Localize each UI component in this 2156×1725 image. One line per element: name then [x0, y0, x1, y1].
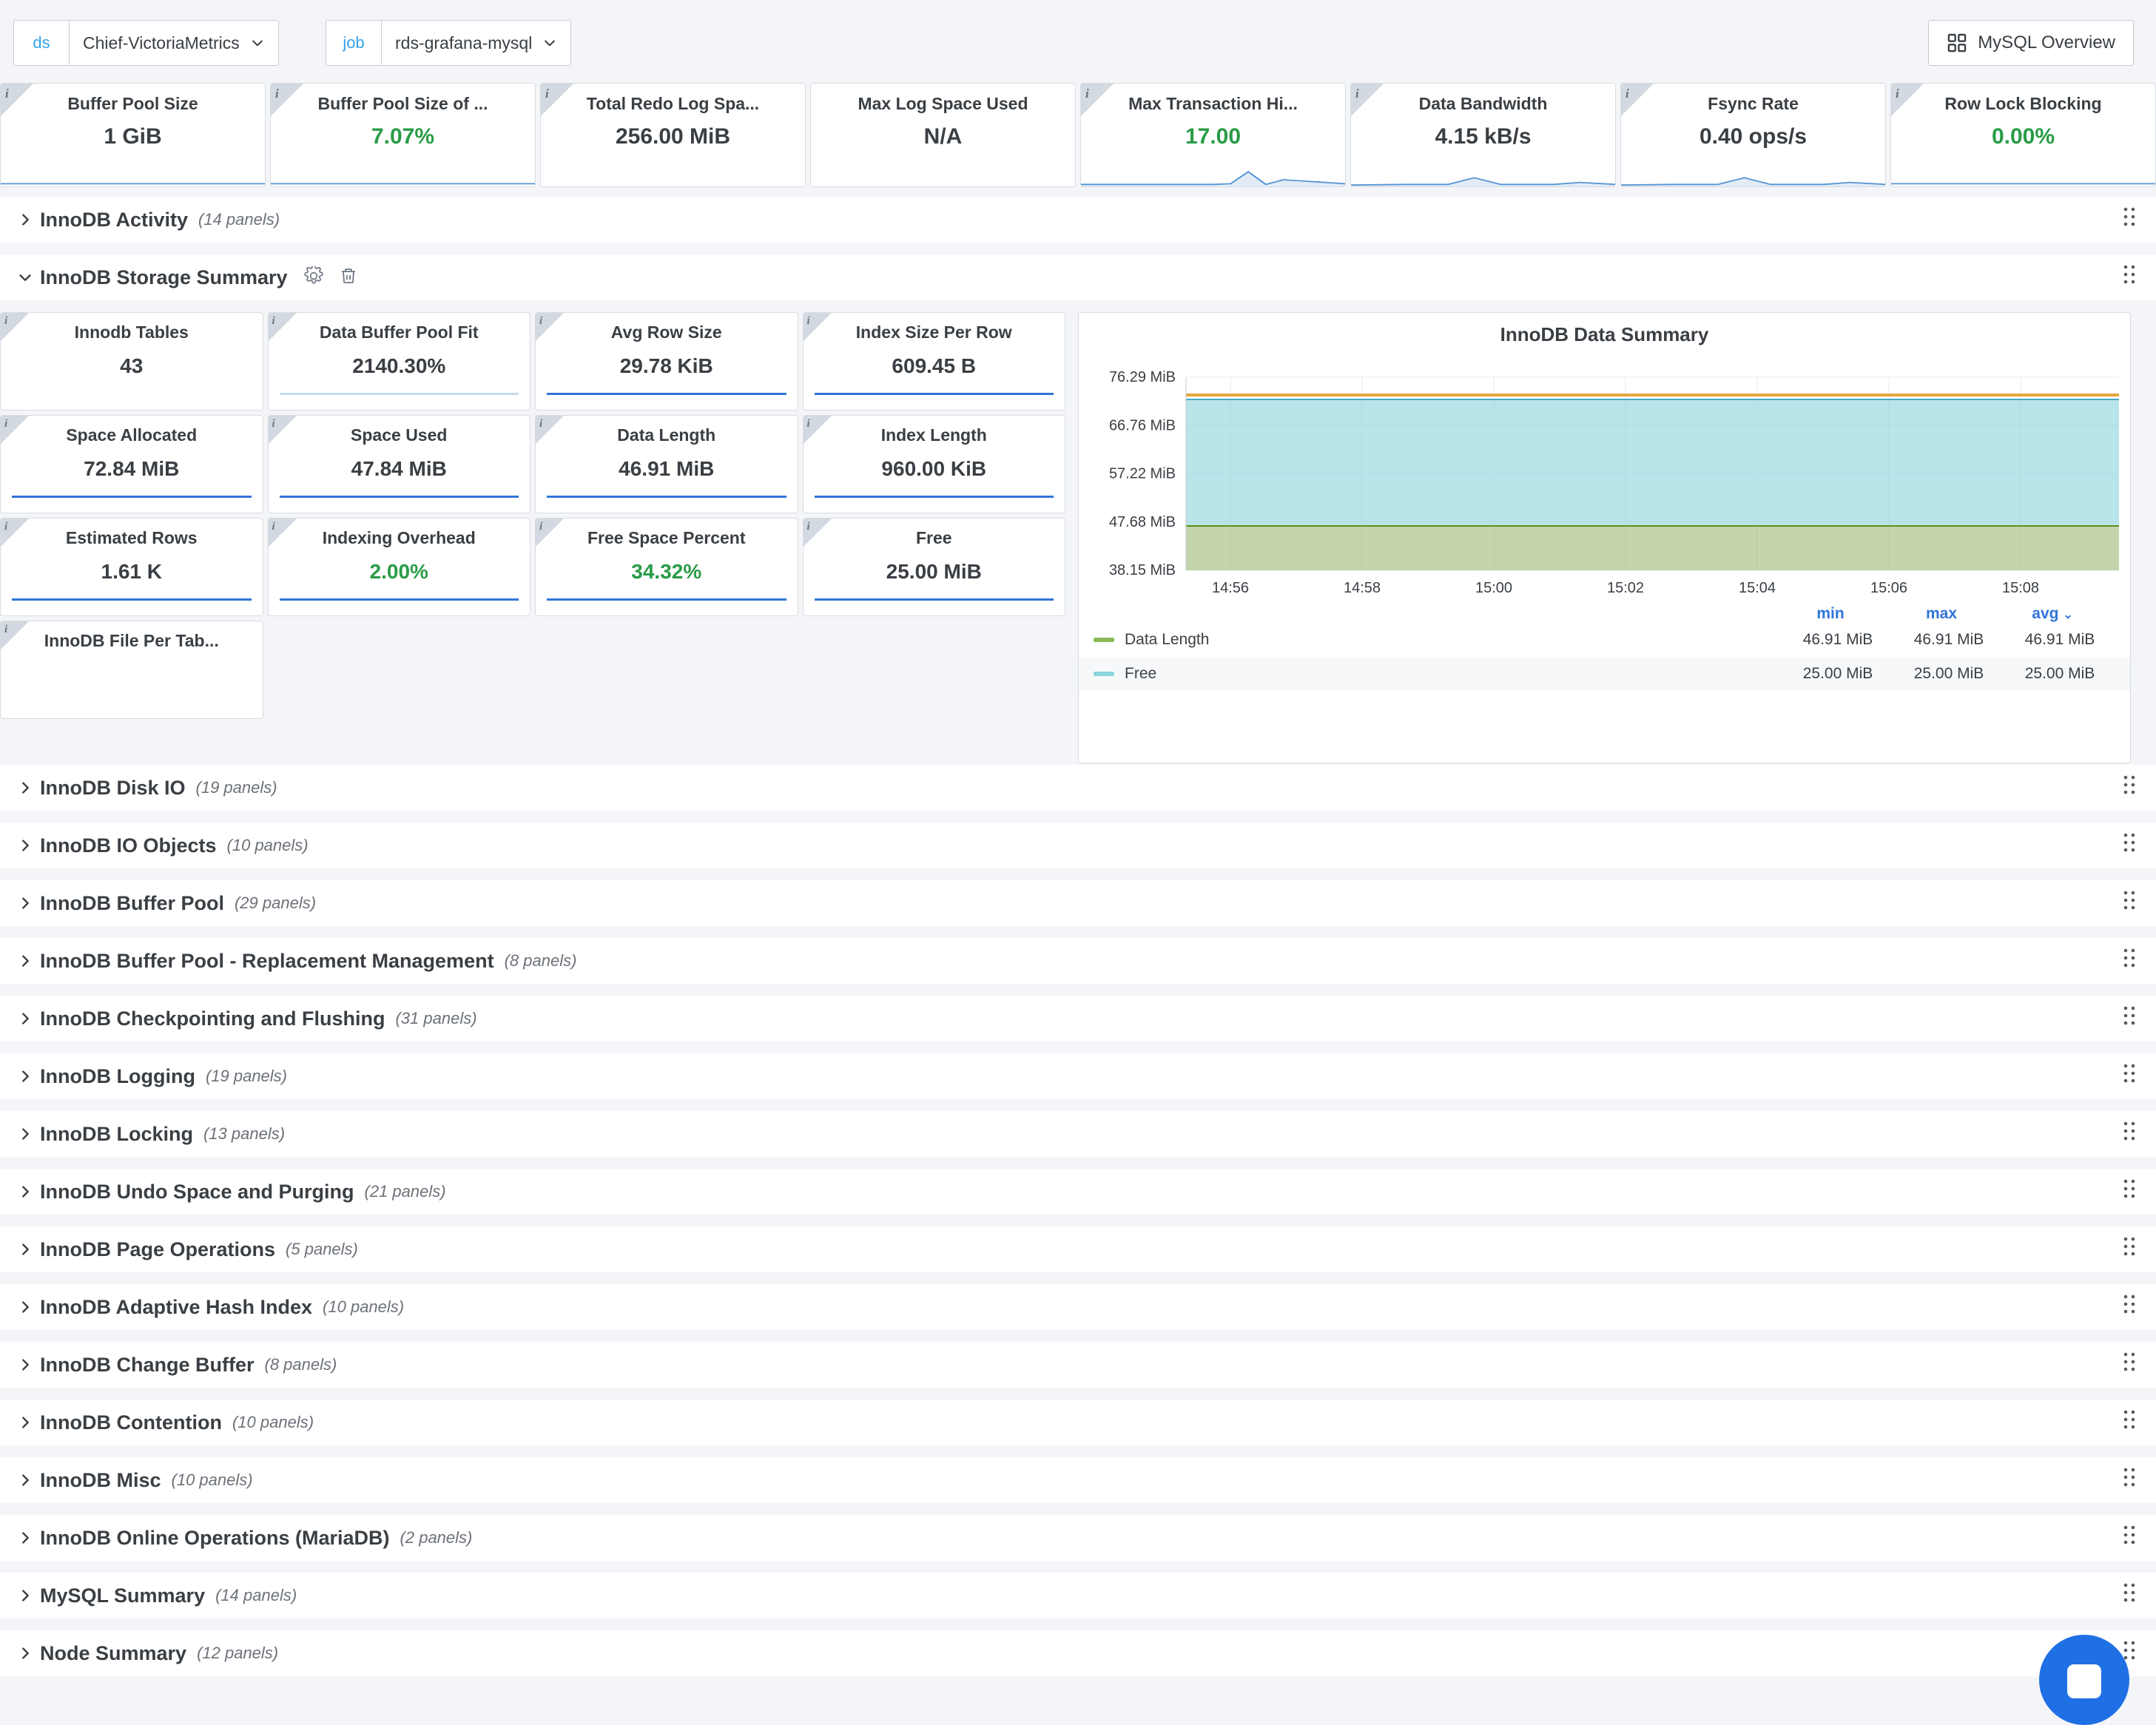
- svg-text:15:02: 15:02: [1607, 580, 1644, 596]
- svg-text:76.29 MiB: 76.29 MiB: [1109, 369, 1176, 385]
- svg-text:15:00: 15:00: [1475, 580, 1512, 596]
- svg-text:66.76 MiB: 66.76 MiB: [1109, 417, 1176, 433]
- svg-text:47.68 MiB: 47.68 MiB: [1109, 514, 1176, 530]
- svg-text:15:06: 15:06: [1870, 580, 1907, 596]
- svg-text:38.15 MiB: 38.15 MiB: [1109, 562, 1176, 578]
- svg-text:57.22 MiB: 57.22 MiB: [1109, 466, 1176, 482]
- svg-text:14:56: 14:56: [1212, 580, 1249, 596]
- svg-text:15:04: 15:04: [1739, 580, 1776, 596]
- svg-text:14:58: 14:58: [1344, 580, 1381, 596]
- svg-text:15:08: 15:08: [2002, 580, 2039, 596]
